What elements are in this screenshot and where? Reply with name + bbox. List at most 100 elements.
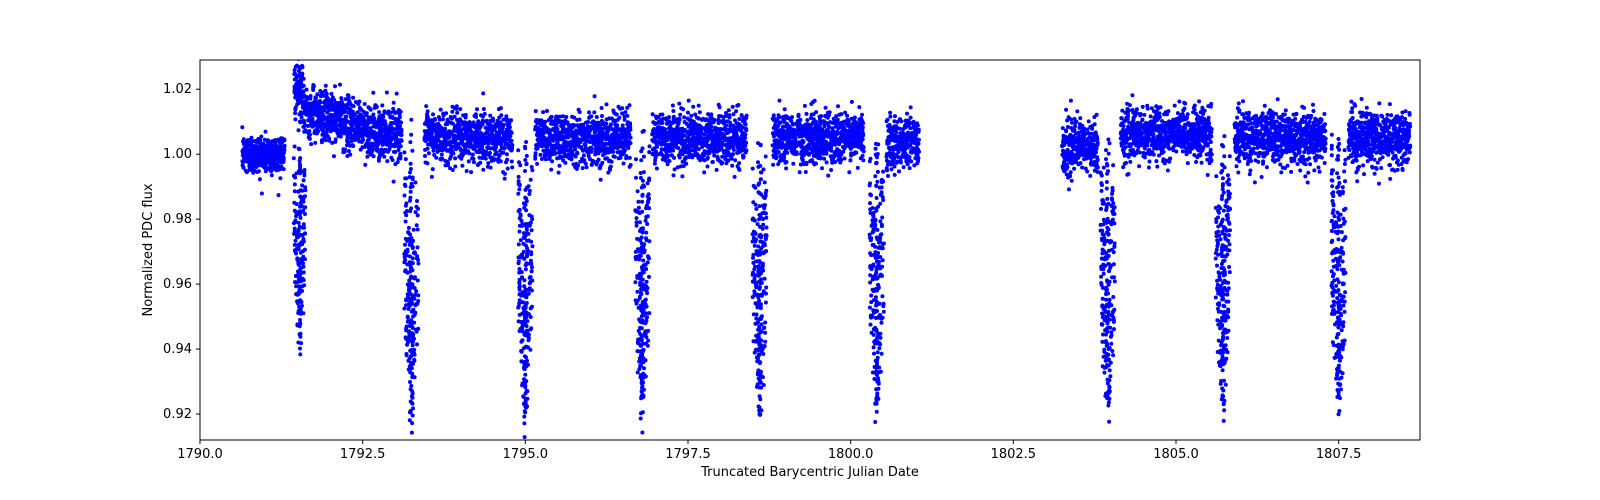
data-point xyxy=(885,168,889,172)
data-point xyxy=(441,117,445,121)
data-point xyxy=(822,157,826,161)
data-point xyxy=(732,148,736,152)
data-point xyxy=(917,150,921,154)
data-point xyxy=(313,141,317,145)
data-point xyxy=(1122,124,1126,128)
data-point xyxy=(909,159,913,163)
data-point xyxy=(709,125,713,129)
data-point xyxy=(426,147,430,151)
data-point xyxy=(444,111,448,115)
data-point xyxy=(1070,121,1074,125)
data-point xyxy=(503,147,507,151)
data-point xyxy=(590,147,594,151)
data-point xyxy=(734,109,738,113)
data-point xyxy=(706,139,710,143)
data-point xyxy=(849,158,853,162)
data-point xyxy=(671,104,675,108)
data-point xyxy=(309,142,313,146)
data-point xyxy=(478,161,482,165)
data-point xyxy=(399,121,403,125)
data-point xyxy=(484,157,488,161)
data-point xyxy=(365,111,369,115)
data-point xyxy=(677,121,681,125)
x-tick-label: 1795.0 xyxy=(503,447,549,462)
data-point xyxy=(610,160,614,164)
data-point xyxy=(916,124,920,128)
data-point xyxy=(790,115,794,119)
data-point xyxy=(902,165,906,169)
data-point xyxy=(802,140,806,144)
data-point xyxy=(361,138,365,142)
data-point xyxy=(814,110,818,114)
data-point xyxy=(667,115,671,119)
data-point xyxy=(727,108,731,112)
data-point xyxy=(706,156,710,160)
data-point xyxy=(343,148,347,152)
data-point xyxy=(1095,113,1099,117)
data-point xyxy=(434,156,438,160)
data-point xyxy=(733,158,737,162)
data-point xyxy=(1073,124,1077,128)
data-point xyxy=(582,153,586,157)
data-point xyxy=(430,175,434,179)
data-point xyxy=(431,121,435,125)
data-point xyxy=(357,100,361,104)
data-point xyxy=(798,170,802,174)
data-point xyxy=(453,115,457,119)
data-point xyxy=(293,117,297,121)
data-point xyxy=(592,110,596,114)
data-point xyxy=(1095,137,1099,141)
data-point xyxy=(805,118,809,122)
data-point xyxy=(605,102,609,106)
data-point xyxy=(623,118,627,122)
data-point xyxy=(620,106,624,110)
data-point xyxy=(277,193,281,197)
data-point xyxy=(1129,144,1133,148)
data-point xyxy=(474,115,478,119)
data-point xyxy=(392,101,396,105)
data-point xyxy=(712,119,716,123)
data-point xyxy=(1127,109,1131,113)
data-point xyxy=(689,114,693,118)
data-point xyxy=(599,178,603,182)
data-point xyxy=(510,139,514,143)
data-point xyxy=(895,160,899,164)
data-point xyxy=(302,84,306,88)
data-point xyxy=(311,117,315,121)
data-point xyxy=(819,155,823,159)
data-point xyxy=(917,128,921,132)
data-point xyxy=(784,166,788,170)
data-point xyxy=(661,121,665,125)
data-point xyxy=(771,163,775,167)
data-point xyxy=(305,88,309,92)
data-point xyxy=(539,153,543,157)
data-point xyxy=(681,107,685,111)
data-point xyxy=(684,162,688,166)
data-point xyxy=(558,164,562,168)
data-point xyxy=(258,138,262,142)
data-point xyxy=(427,151,431,155)
data-point xyxy=(283,144,287,148)
data-point xyxy=(671,149,675,153)
data-point xyxy=(686,111,690,115)
data-point xyxy=(510,165,514,169)
data-point xyxy=(534,151,538,155)
data-point xyxy=(628,156,632,160)
data-point xyxy=(385,159,389,163)
data-point xyxy=(785,151,789,155)
data-point xyxy=(861,154,865,158)
data-point xyxy=(625,114,629,118)
data-point xyxy=(777,150,781,154)
data-point xyxy=(730,157,734,161)
data-point xyxy=(352,104,356,108)
chart-svg: 1790.01792.51795.01797.51800.01802.51805… xyxy=(0,0,1600,500)
data-point xyxy=(825,152,829,156)
data-point xyxy=(743,132,747,136)
data-point xyxy=(380,103,384,107)
data-point xyxy=(803,104,807,108)
data-point xyxy=(393,110,397,114)
data-point xyxy=(791,162,795,166)
data-point xyxy=(510,143,514,147)
data-point xyxy=(1064,129,1068,133)
data-point xyxy=(687,99,691,103)
